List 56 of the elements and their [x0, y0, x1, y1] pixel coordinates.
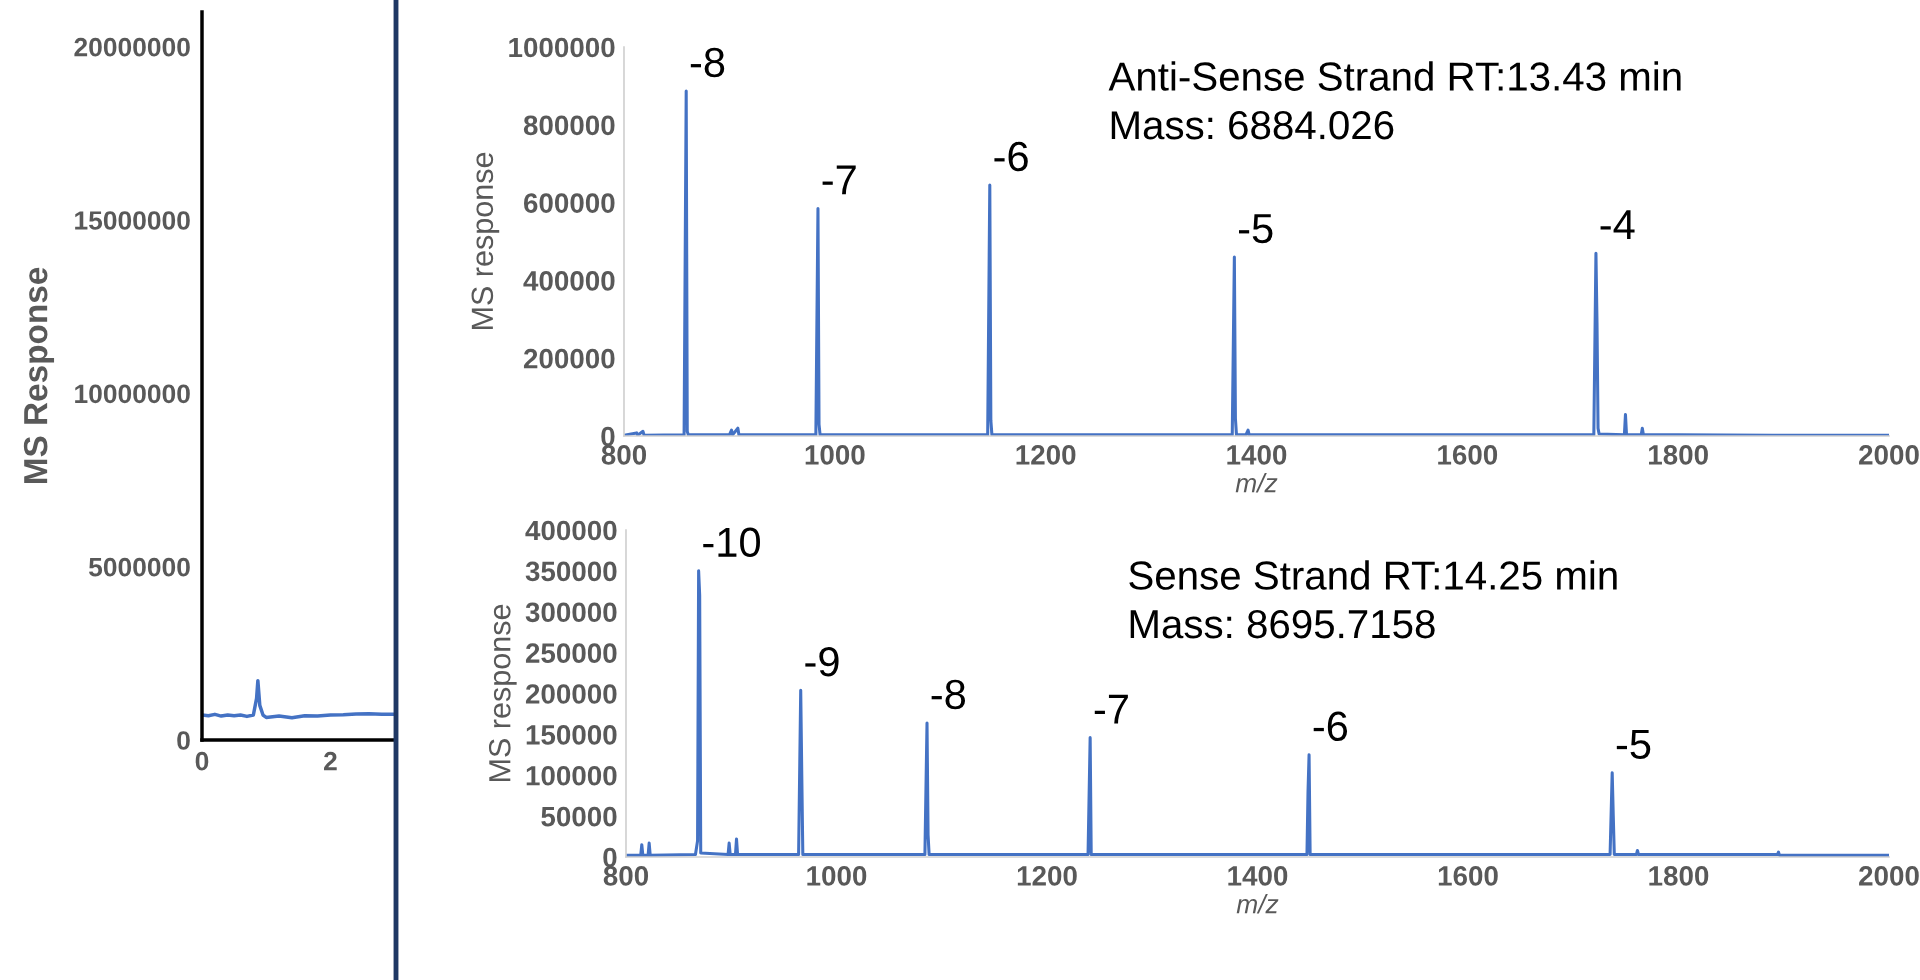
x-tick-label: 1200 [1017, 866, 1077, 886]
y-tick-label: 150000 [526, 725, 617, 745]
line-series [202, 678, 394, 720]
annotation: -7 [822, 165, 856, 195]
x-tick-label: 800 [603, 866, 649, 886]
x-tick-label: 1000 [805, 445, 865, 465]
y-tick-label: 400000 [523, 271, 615, 291]
annotation: Mass: 6884.026 [1111, 110, 1394, 140]
y-tick-label: 250000 [525, 643, 617, 663]
x-tick-label: 1600 [1438, 445, 1498, 465]
annotation: -8 [690, 47, 725, 78]
y-axis-title: MS Response [23, 267, 55, 484]
annotation: -8 [931, 679, 966, 710]
x-tick-label: 1200 [1016, 445, 1076, 465]
x-tick-label: 1800 [1649, 866, 1709, 886]
y-tick-label: 800000 [523, 115, 615, 136]
annotation: Anti-Sense Strand RT:13.43 min [1108, 61, 1681, 91]
x-axis-title: m/z [1235, 473, 1278, 493]
x-tick-label: 1400 [1227, 445, 1287, 465]
x-tick-label: 1800 [1649, 445, 1708, 465]
y-tick-label: 5000000 [88, 557, 190, 577]
annotation: Sense Strand RT:14.25 min [1129, 560, 1617, 590]
annotation: -4 [1600, 210, 1635, 239]
annotation: -6 [1313, 711, 1348, 742]
x-tick-label: 1000 [807, 866, 867, 886]
y-tick-label: 0 [177, 731, 190, 750]
y-tick-label: 1000000 [509, 37, 615, 58]
x-tick-label: 1600 [1438, 866, 1498, 886]
y-tick-label: 50000 [541, 806, 617, 827]
x-tick-label: 2000 [1859, 866, 1919, 886]
y-tick-label: 10000000 [75, 384, 190, 404]
y-tick-label: 0 [603, 847, 617, 868]
y-tick-label: 400000 [525, 520, 617, 541]
x-tick-label: 2000 [1859, 445, 1919, 465]
x-tick-label: 2 [324, 751, 337, 771]
annotation: -5 [1238, 214, 1273, 244]
y-tick-label: 200000 [523, 348, 615, 369]
annotation: -5 [1616, 729, 1651, 760]
annotation: -7 [1094, 694, 1128, 724]
y-axis-title: MS response [488, 604, 517, 781]
x-axis-title: m/z [1236, 894, 1279, 914]
y-tick-label: 600000 [524, 193, 615, 213]
y-tick-label: 20000000 [74, 37, 190, 57]
x-tick-label: 1400 [1228, 866, 1288, 886]
y-tick-label: 300000 [525, 602, 617, 623]
y-tick-label: 350000 [525, 561, 617, 582]
x-tick-label: 800 [601, 445, 647, 465]
annotation: -6 [994, 141, 1028, 172]
y-axis-title: MS response [471, 152, 500, 329]
annotation: -10 [703, 527, 760, 558]
annotation: -9 [805, 646, 839, 677]
y-tick-label: 15000000 [75, 211, 190, 230]
y-tick-label: 100000 [526, 765, 617, 786]
y-tick-label: 200000 [525, 684, 617, 704]
annotation: Mass: 8695.7158 [1130, 609, 1435, 639]
y-tick-label: 0 [601, 426, 615, 447]
